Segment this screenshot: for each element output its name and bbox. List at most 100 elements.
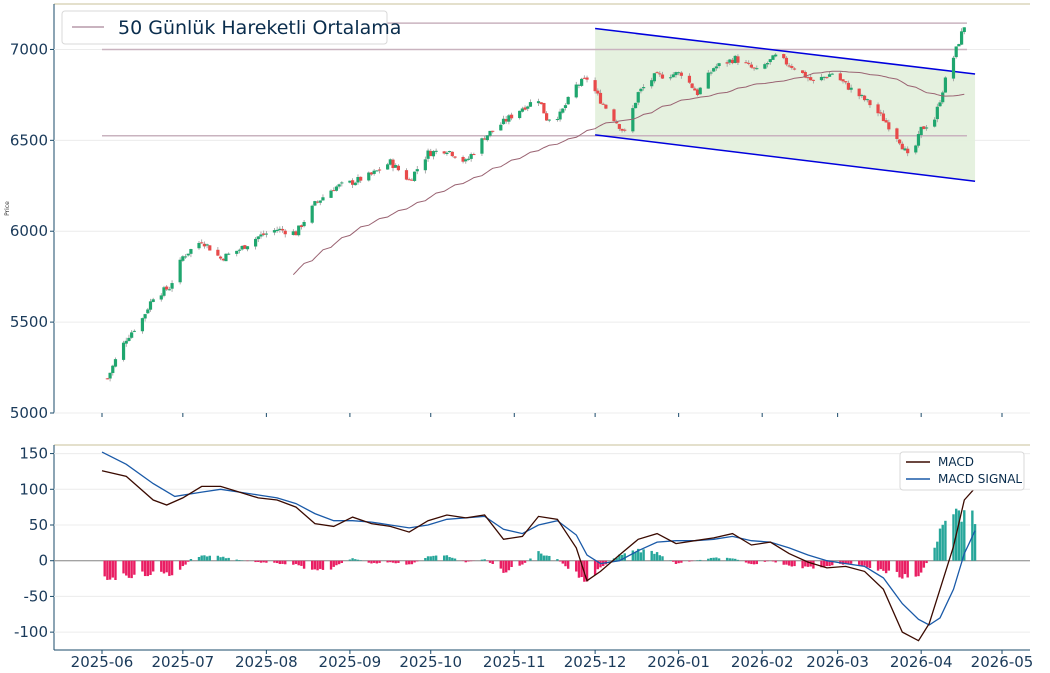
macd-histogram-bar	[254, 560, 257, 563]
macd-histogram-bar	[451, 557, 454, 561]
candle-up	[561, 108, 565, 113]
candle-down	[585, 77, 589, 80]
candle-down	[404, 170, 409, 180]
candle-up	[143, 314, 147, 319]
macd-histogram-bar	[518, 560, 521, 566]
candle-up	[536, 101, 541, 104]
x-tick-label: 2025-07	[151, 653, 214, 671]
candle-up	[388, 159, 392, 165]
candle-down	[315, 201, 320, 203]
candle-up	[636, 92, 640, 103]
macd-histogram-bar	[297, 560, 300, 566]
candle-down	[782, 54, 786, 59]
macd-histogram-bar	[785, 560, 788, 565]
macd-histogram-bar	[585, 560, 589, 582]
candle-down	[800, 70, 805, 73]
candle-up	[771, 55, 775, 60]
macd-histogram-bar	[529, 558, 532, 561]
macd-histogram-bar	[125, 560, 128, 576]
macd-histogram-bar	[782, 560, 785, 565]
macd-histogram-bar	[650, 550, 653, 561]
candle-down	[604, 104, 608, 109]
candle-down	[747, 62, 751, 64]
candle-up	[178, 259, 182, 283]
candle-down	[736, 56, 740, 63]
macd-histogram-bar	[397, 560, 400, 563]
macd-histogram-bar	[973, 524, 977, 561]
macd-histogram-bar	[294, 560, 298, 565]
candle-down	[862, 95, 867, 101]
candle-up	[860, 95, 864, 97]
macd-histogram-bar	[790, 560, 794, 567]
macd-histogram-bar	[577, 560, 581, 578]
candle-up	[386, 164, 390, 170]
macd-histogram-bar	[699, 559, 702, 561]
candle-down	[792, 68, 797, 70]
macd-histogram-bar	[302, 560, 306, 569]
macd-histogram-bar	[620, 554, 624, 561]
macd-histogram-bar	[596, 560, 600, 570]
candle-down	[658, 73, 662, 75]
price-y-tick-label: 7000	[10, 40, 48, 58]
candle-down	[900, 143, 904, 150]
macd-histogram-bar	[389, 560, 392, 563]
macd-histogram-bar	[499, 560, 503, 569]
macd-histogram-bar	[222, 556, 225, 561]
candle-down	[410, 179, 414, 181]
macd-histogram-bar	[200, 555, 203, 561]
candle-up	[563, 105, 568, 108]
macd-histogram-bar	[416, 560, 419, 562]
candle-down	[509, 114, 514, 119]
macd-histogram-bar	[111, 560, 114, 578]
macd-histogram-bar	[806, 560, 810, 567]
candle-down	[881, 113, 886, 122]
candle-up	[526, 106, 530, 109]
macd-histogram-bar	[313, 560, 317, 570]
macd-legend: MACD MACD SIGNAL	[899, 451, 1025, 491]
macd-signal-line	[101, 451, 976, 626]
candle-up	[375, 170, 379, 172]
macd-y-tick-label: 150	[19, 445, 48, 463]
candle-down	[898, 139, 902, 144]
macd-histogram-bar	[372, 560, 376, 563]
candle-up	[903, 148, 907, 151]
macd-histogram-bar	[866, 560, 869, 568]
macd-histogram-bar	[203, 555, 206, 561]
macd-histogram-bar	[728, 558, 732, 561]
candle-up	[488, 130, 492, 136]
price-y-tick-label: 6000	[10, 222, 48, 240]
candle-up	[528, 102, 533, 107]
candle-up	[224, 253, 228, 262]
candle-up	[448, 151, 452, 153]
candle-up	[162, 287, 166, 296]
macd-histogram-bar	[273, 560, 276, 563]
macd-histogram-bar	[787, 560, 791, 566]
candle-up	[140, 318, 145, 332]
candle-up	[933, 119, 937, 127]
candle-down	[887, 122, 891, 130]
legend-macd-label: MACD	[938, 455, 974, 469]
candle-up	[183, 256, 188, 258]
macd-histogram-bar	[278, 560, 282, 565]
macd-histogram-bar	[332, 560, 335, 567]
candle-up	[415, 169, 419, 172]
macd-histogram-bar	[879, 560, 882, 570]
candle-down	[725, 62, 729, 64]
candle-up	[547, 119, 551, 121]
candle-up	[469, 154, 473, 159]
candle-up	[127, 337, 131, 341]
candle-up	[768, 59, 772, 63]
candle-down	[679, 72, 683, 76]
candle-up	[577, 84, 581, 86]
macd-histogram-bar	[429, 556, 432, 561]
macd-histogram-bar	[162, 560, 166, 574]
candle-down	[453, 156, 457, 158]
x-tick-label: 2025-11	[483, 653, 546, 671]
candle-up	[520, 108, 524, 112]
candle-up	[121, 342, 126, 360]
price-y-tick-label: 6500	[10, 131, 48, 149]
macd-histogram-bar	[348, 559, 352, 561]
candle-up	[445, 152, 449, 155]
macd-histogram-bar	[922, 560, 926, 568]
macd-histogram-bar	[337, 560, 341, 565]
